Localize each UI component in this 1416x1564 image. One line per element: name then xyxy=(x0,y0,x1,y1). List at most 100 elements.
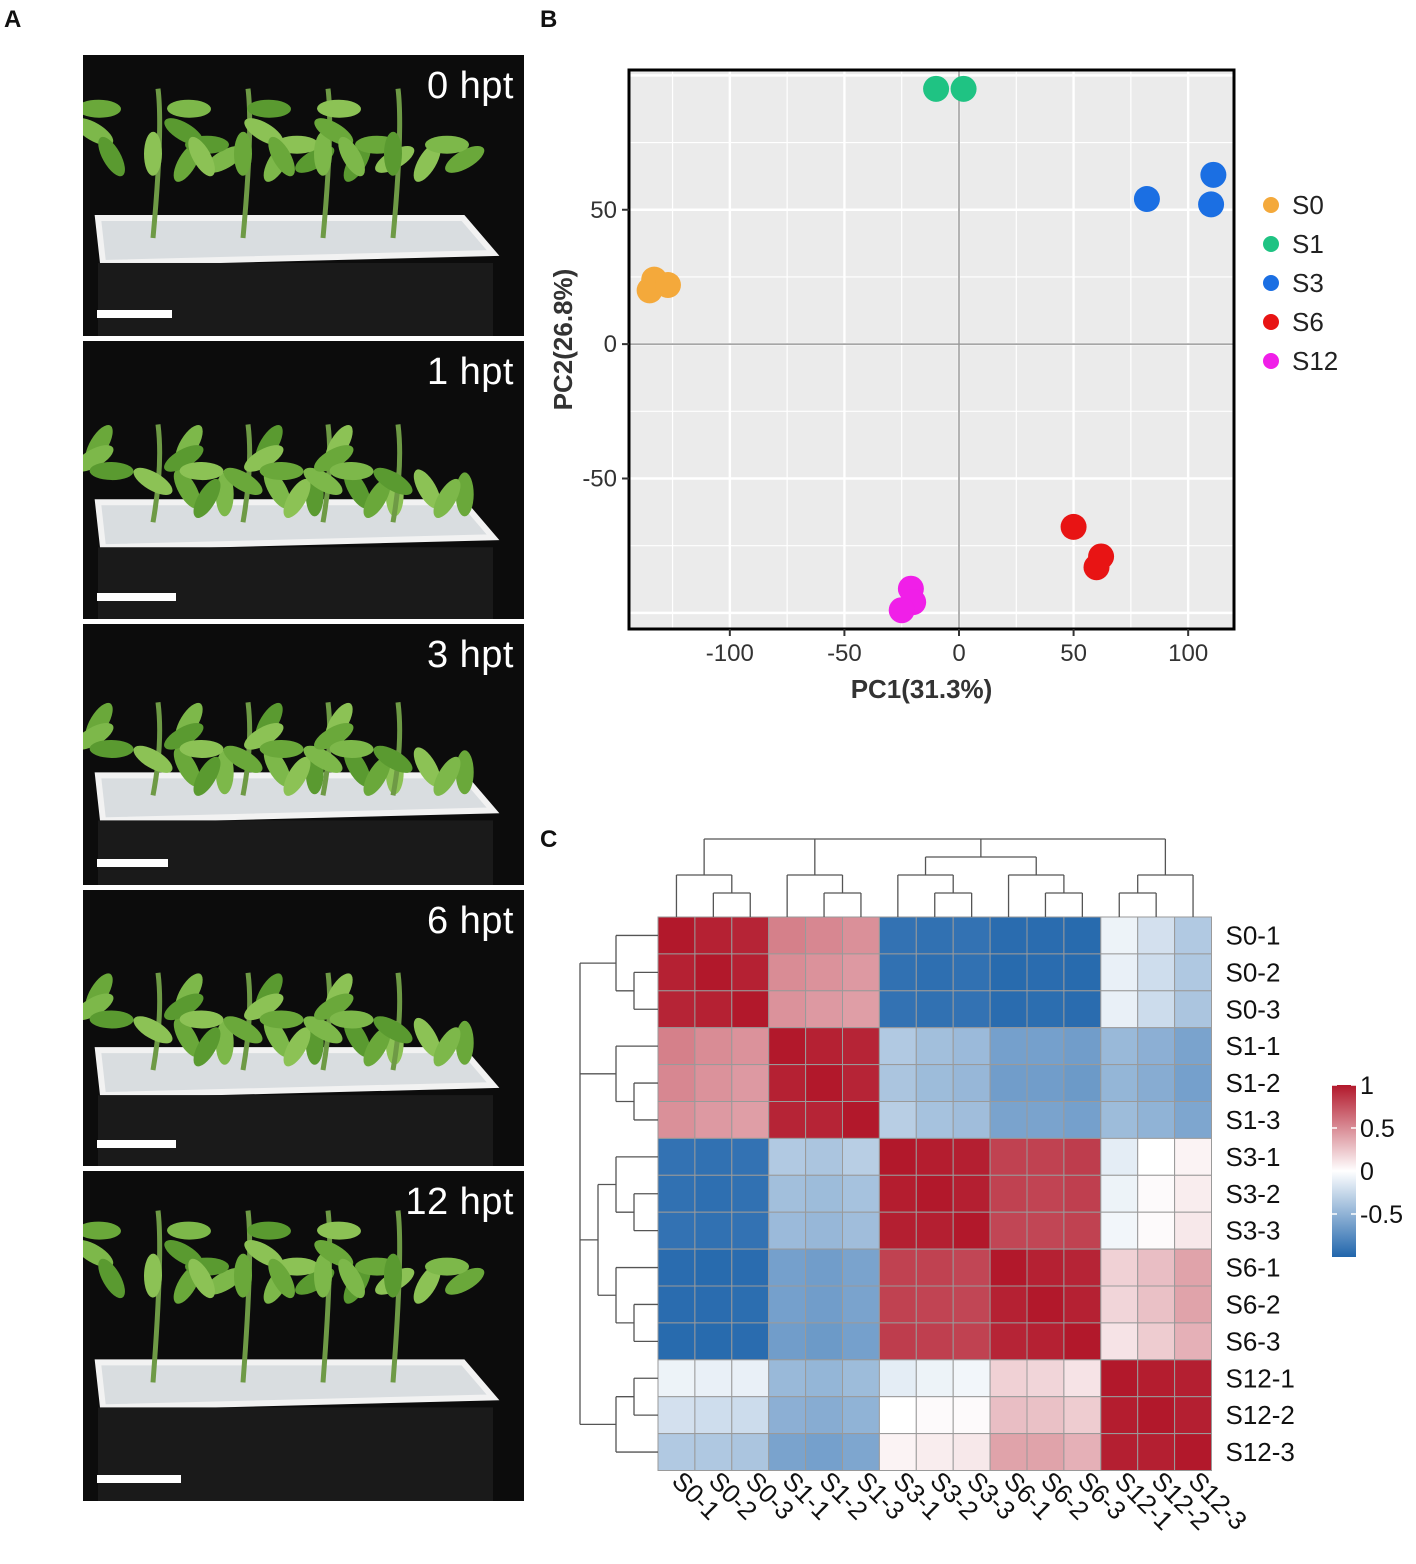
heatmap-cell xyxy=(952,1248,991,1287)
scale-bar xyxy=(97,1475,181,1483)
legend-marker-S1 xyxy=(1263,236,1279,252)
heatmap-cell xyxy=(952,1322,991,1361)
heatmap-cell xyxy=(1026,953,1065,992)
heatmap-row-label: S6-2 xyxy=(1226,1289,1281,1319)
heatmap-cell xyxy=(1137,1027,1176,1066)
heatmap-cell xyxy=(694,1322,733,1361)
heatmap-cell xyxy=(768,916,807,955)
heatmap-cell xyxy=(1063,1137,1102,1176)
heatmap-cell xyxy=(878,1433,917,1471)
heatmap-cell xyxy=(1063,1211,1102,1250)
heatmap-cell xyxy=(1174,1174,1212,1213)
heatmap-cell xyxy=(805,1174,844,1213)
heatmap-cell xyxy=(1063,1174,1102,1213)
heatmap-cell xyxy=(694,1101,733,1139)
heatmap-cell xyxy=(731,1285,770,1324)
heatmap-cell xyxy=(1100,916,1139,955)
heatmap-cell xyxy=(1137,1359,1176,1398)
heatmap-cell xyxy=(657,1064,696,1103)
heatmap-cell xyxy=(1100,1433,1139,1471)
plant-photo-0: 0 hpt xyxy=(83,55,524,336)
heatmap-cell xyxy=(1137,990,1176,1029)
heatmap-cell xyxy=(731,1359,770,1398)
heatmap-cell xyxy=(768,1174,807,1213)
heatmap-cell xyxy=(731,916,770,955)
heatmap-cell xyxy=(657,1248,696,1287)
heatmap-row-label: S6-3 xyxy=(1226,1326,1281,1356)
heatmap-cell xyxy=(805,990,844,1029)
heatmap-cell xyxy=(1100,1359,1139,1398)
heatmap-cell xyxy=(768,1211,807,1250)
heatmap-cell xyxy=(1137,1137,1176,1176)
x-tick-label: -50 xyxy=(827,640,862,667)
heatmap-cell xyxy=(915,1174,954,1213)
heatmap-cell xyxy=(1100,1064,1139,1103)
heatmap-cell xyxy=(952,1137,991,1176)
heatmap-cell xyxy=(989,1285,1028,1324)
heatmap-cell xyxy=(915,1211,954,1250)
heatmap-cell xyxy=(1137,1322,1176,1361)
heatmap-row-label: S0-2 xyxy=(1226,957,1281,987)
heatmap-cell xyxy=(805,1211,844,1250)
heatmap-cell xyxy=(1174,1285,1212,1324)
heatmap-cell xyxy=(1174,1322,1212,1361)
heatmap-cell xyxy=(657,990,696,1029)
heatmap-cell xyxy=(1137,1396,1176,1435)
heatmap-cell xyxy=(1137,1101,1176,1139)
heatmap-cell xyxy=(1100,1396,1139,1435)
heatmap-cell xyxy=(989,1064,1028,1103)
heatmap-cell xyxy=(768,1433,807,1471)
heatmap-cell xyxy=(989,1433,1028,1471)
heatmap-cell xyxy=(1063,1359,1102,1398)
heatmap-cell xyxy=(989,1211,1028,1250)
scale-bar xyxy=(97,859,168,867)
heatmap-cell xyxy=(952,1285,991,1324)
heatmap-cell xyxy=(768,1101,807,1139)
heatmap-cell xyxy=(989,1174,1028,1213)
scale-bar xyxy=(97,593,176,601)
heatmap-cell xyxy=(1137,1064,1176,1103)
heatmap-cell xyxy=(1063,1064,1102,1103)
heatmap-cell xyxy=(1026,1285,1065,1324)
legend-marker-S0 xyxy=(1263,197,1279,213)
heatmap-cell xyxy=(842,953,880,992)
heatmap-cell xyxy=(768,953,807,992)
heatmap-cell xyxy=(952,1211,991,1250)
heatmap-cell xyxy=(694,1359,733,1398)
heatmap-cell xyxy=(768,1064,807,1103)
heatmap-cell xyxy=(768,1027,807,1066)
heatmap-cell xyxy=(731,1027,770,1066)
heatmap-cell xyxy=(1026,990,1065,1029)
heatmap-cell xyxy=(805,1064,844,1103)
scatter-point-S1 xyxy=(923,75,950,102)
heatmap-cell xyxy=(989,1248,1028,1287)
heatmap-cell xyxy=(1026,1137,1065,1176)
heatmap-cell xyxy=(1137,1174,1176,1213)
heatmap-cell xyxy=(805,1433,844,1471)
heatmap-cell xyxy=(731,1137,770,1176)
heatmap-cell xyxy=(1026,1101,1065,1139)
time-point-label: 12 hpt xyxy=(405,1181,514,1223)
heatmap-cell xyxy=(768,990,807,1029)
heatmap-cell xyxy=(878,1359,917,1398)
heatmap-cell xyxy=(1100,1137,1139,1176)
heatmap-cell xyxy=(731,990,770,1029)
heatmap-cell xyxy=(1026,1064,1065,1103)
heatmap-cell xyxy=(915,916,954,955)
heatmap-cell xyxy=(1174,953,1212,992)
heatmap-cell xyxy=(694,1248,733,1287)
heatmap-cell xyxy=(1137,1433,1176,1471)
heatmap-cell xyxy=(1026,1211,1065,1250)
legend-label-S3: S3 xyxy=(1292,268,1324,298)
plot-frame xyxy=(627,68,1236,631)
heatmap-cell xyxy=(657,1322,696,1361)
heatmap-cell xyxy=(952,916,991,955)
scatter-point-S6 xyxy=(1060,513,1087,540)
time-point-label: 6 hpt xyxy=(426,900,514,942)
heatmap-cell xyxy=(694,1396,733,1435)
heatmap-cell xyxy=(878,1064,917,1103)
plant-illustration xyxy=(83,88,500,336)
heatmap-cell xyxy=(1063,1027,1102,1066)
heatmap-cell xyxy=(842,1433,880,1471)
heatmap-cell xyxy=(842,1174,880,1213)
